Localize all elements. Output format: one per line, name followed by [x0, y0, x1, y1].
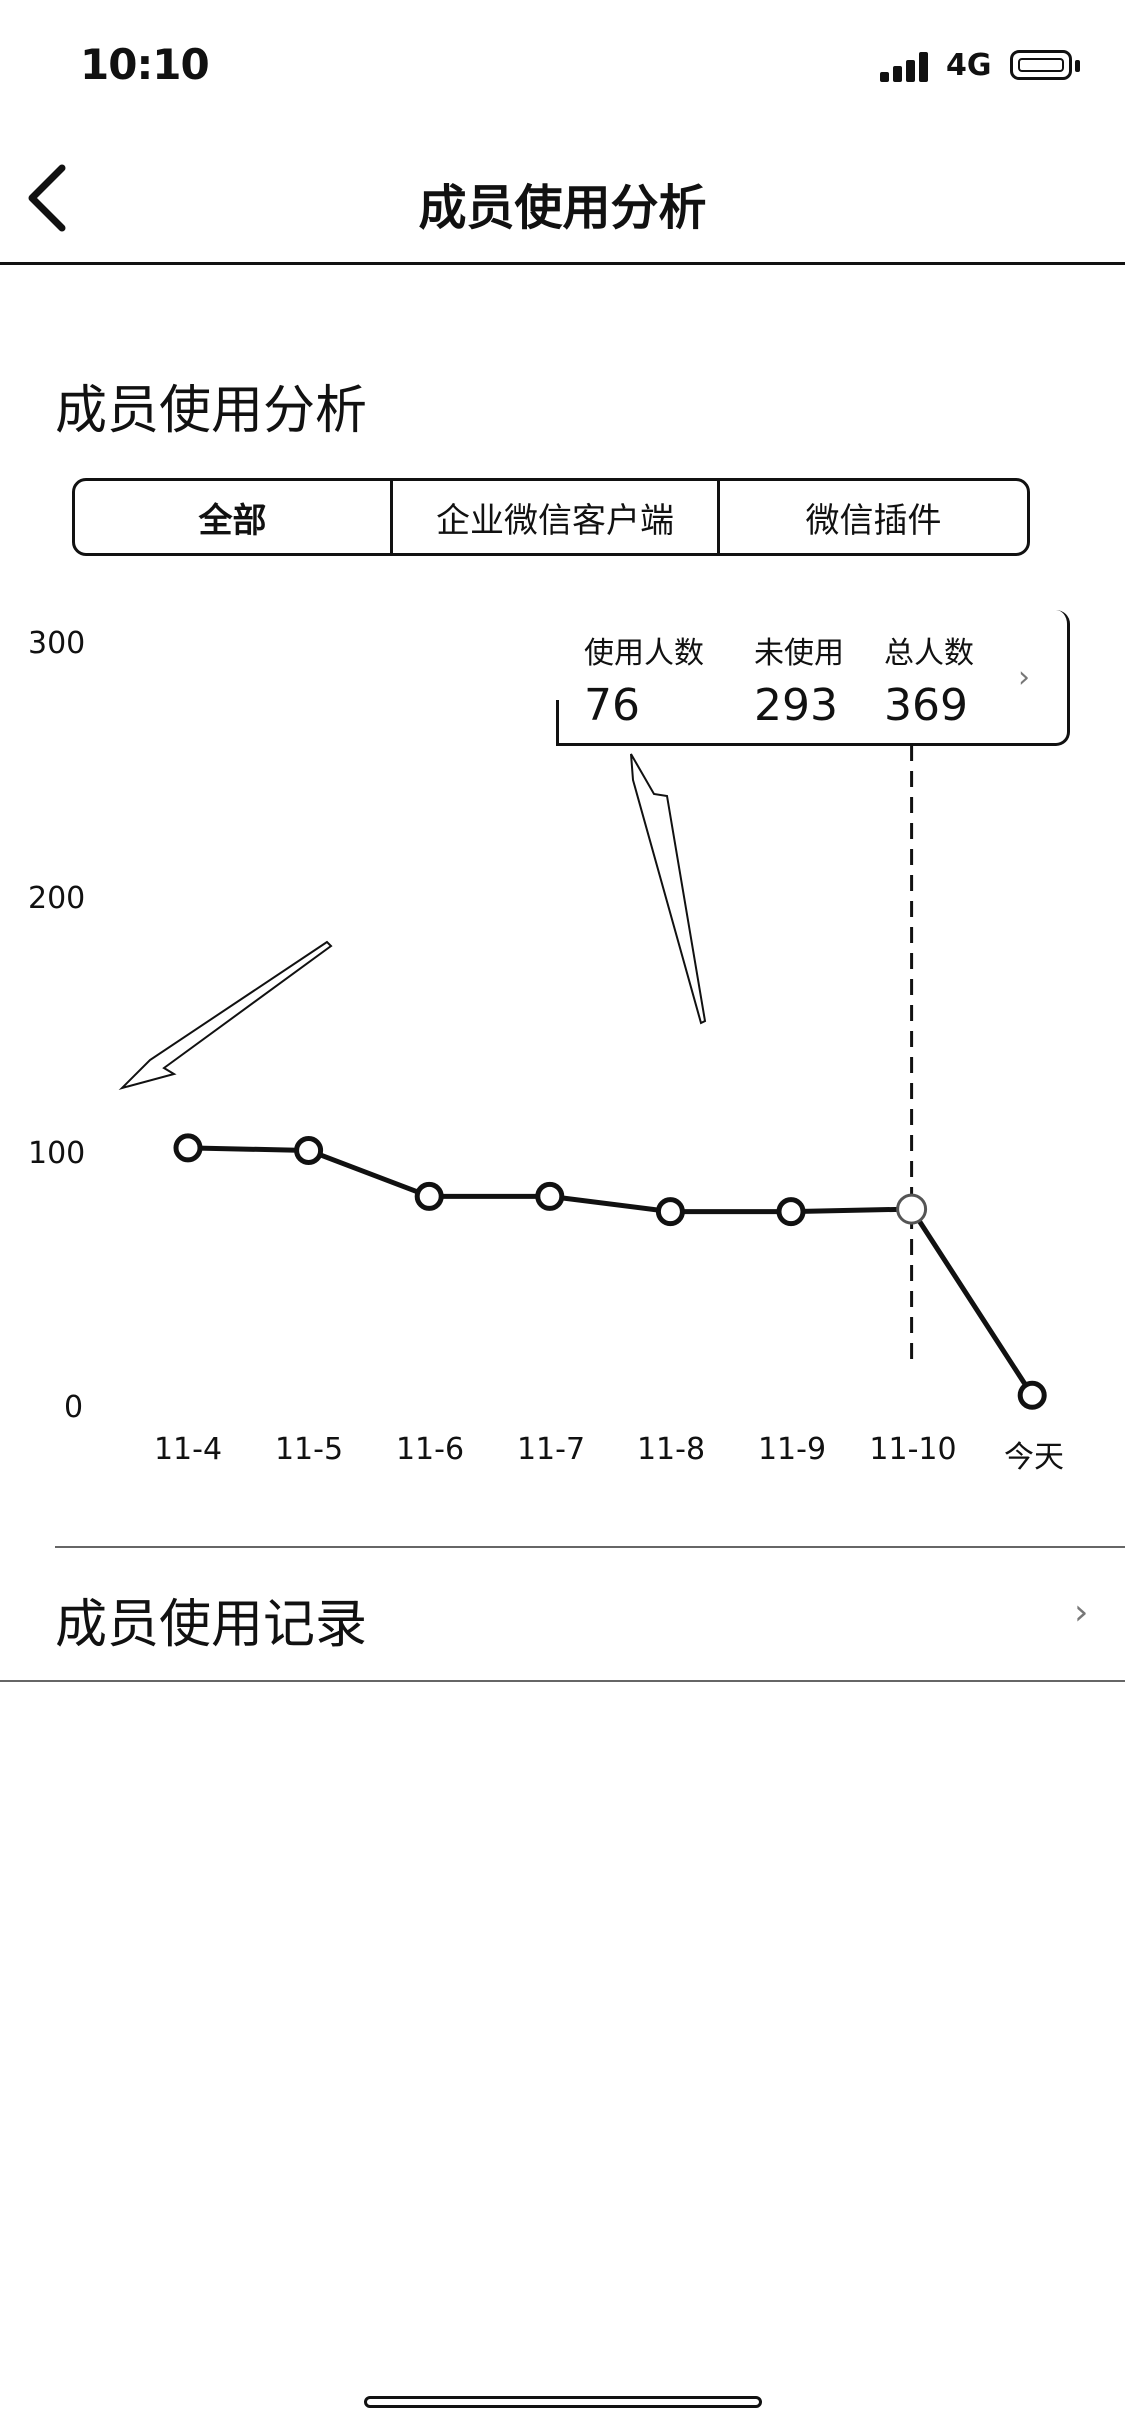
tooltip-unused-label: 未使用: [754, 636, 844, 671]
data-point: [173, 1133, 203, 1163]
chevron-right-icon: ›: [1018, 660, 1030, 695]
chevron-right-icon: ›: [1074, 1592, 1089, 1633]
segmented-control: 全部 企业微信客户端 微信插件: [72, 478, 1030, 556]
tooltip-unused-value: 293: [754, 680, 838, 731]
tooltip-used-label: 使用人数: [584, 636, 704, 671]
data-point: [414, 1181, 444, 1211]
data-tooltip[interactable]: 使用人数 76 未使用 293 总人数 369 ›: [556, 610, 1070, 746]
battery-tip: [1075, 60, 1080, 72]
y-tick-label: 300: [28, 626, 86, 661]
divider: [0, 1680, 1125, 1682]
status-indicators: 4G: [880, 46, 1090, 86]
tab-all[interactable]: 全部: [198, 500, 267, 541]
back-button[interactable]: [14, 158, 84, 238]
network-type: 4G: [946, 48, 992, 83]
record-row-label: 成员使用记录: [55, 1595, 368, 1655]
tooltip-used-value: 76: [584, 680, 640, 731]
x-tick-label: 11-6: [395, 1432, 465, 1467]
data-point: [776, 1197, 806, 1227]
tooltip-total: 总人数 369: [884, 628, 974, 731]
y-tick-label: 100: [28, 1136, 86, 1171]
section-title: 成员使用分析: [55, 381, 368, 441]
status-time: 10:10: [80, 40, 210, 89]
member-usage-record-row[interactable]: 成员使用记录 ›: [0, 1548, 1125, 1680]
x-tick-label: 11-4: [153, 1432, 223, 1467]
annotation-arrow: [630, 753, 707, 1025]
tooltip-total-value: 369: [884, 680, 968, 731]
nav-divider: [0, 262, 1125, 265]
y-tick-label: 200: [28, 881, 86, 916]
battery-icon: [1010, 50, 1072, 80]
chevron-left-icon: [28, 164, 66, 232]
annotation-arrow: [118, 940, 333, 1090]
x-tick-label: 11-10: [869, 1432, 957, 1467]
tooltip-border: [556, 700, 559, 746]
x-tick-label: 今天: [1004, 1440, 1064, 1475]
data-point: [655, 1197, 685, 1227]
tab-wechat-plugin[interactable]: 微信插件: [717, 481, 1027, 553]
tooltip-total-label: 总人数: [884, 636, 974, 671]
data-point: [294, 1135, 324, 1165]
tooltip-unused: 未使用 293: [754, 628, 844, 731]
x-tick-label: 11-5: [274, 1432, 344, 1467]
home-indicator[interactable]: [364, 2396, 762, 2408]
series-line: [187, 1145, 1035, 1397]
divider: [55, 1546, 1125, 1548]
tooltip-used: 使用人数 76: [584, 628, 704, 731]
data-point: [535, 1181, 565, 1211]
x-tick-label: 11-8: [636, 1432, 706, 1467]
signal-icon: [880, 52, 936, 82]
usage-line-chart: [118, 745, 1047, 1410]
x-tick-label: 11-9: [757, 1432, 827, 1467]
y-tick-label: 0: [64, 1390, 84, 1425]
highlighted-data-point: [896, 1193, 928, 1225]
page-title: 成员使用分析: [418, 180, 707, 236]
tab-wecom-client[interactable]: 企业微信客户端: [390, 481, 717, 553]
x-tick-label: 11-7: [516, 1432, 586, 1467]
data-point: [1017, 1380, 1047, 1410]
